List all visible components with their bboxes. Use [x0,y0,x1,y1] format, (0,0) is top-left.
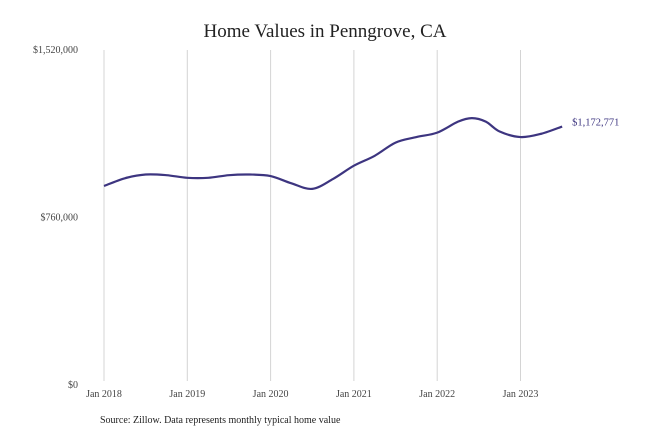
x-tick-label: Jan 2022 [419,389,455,400]
y-tick-label: $1,520,000 [33,45,78,56]
x-tick-label: Jan 2020 [253,389,289,400]
series-line [103,117,563,191]
y-axis: $0 $760,000 $1,520,000 [33,45,78,391]
end-value-label: $1,172,771 [572,118,619,129]
y-tick-label: $760,000 [41,213,79,224]
gridlines [103,50,521,381]
x-tick-label: Jan 2021 [336,389,372,400]
x-tick-label: Jan 2023 [503,389,539,400]
x-axis: Jan 2018 Jan 2019 Jan 2020 Jan 2021 Jan 2022… [86,389,538,400]
x-tick-label: Jan 2019 [169,389,205,400]
chart-title: Home Values in Penngrove, CA [204,21,447,42]
x-tick-label: Jan 2018 [86,389,122,400]
source-note: Source: Zillow. Data represents monthly … [100,415,341,426]
y-tick-label: $0 [68,380,78,391]
